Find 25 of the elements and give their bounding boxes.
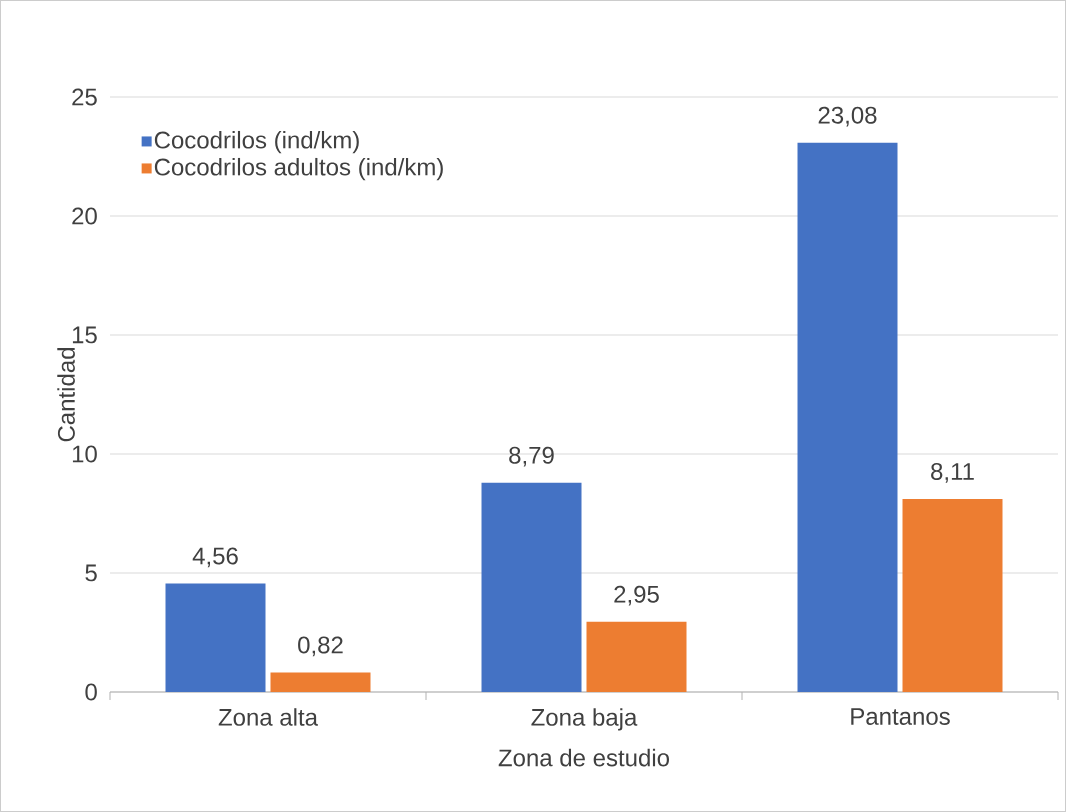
data-label: 23,08: [818, 106, 877, 127]
bar: [481, 482, 582, 692]
y-tick-label: 20: [72, 207, 97, 225]
data-label: 8,79: [509, 446, 554, 467]
data-label: 8,11: [931, 462, 974, 483]
y-tick-label: 15: [72, 326, 97, 344]
y-tick-label: 25: [72, 88, 97, 106]
y-tick-label: 0: [85, 683, 97, 701]
x-tick-label: Pantanos: [851, 708, 950, 725]
data-label: 0,82: [298, 636, 343, 657]
bar: [902, 498, 1003, 692]
bar: [586, 621, 687, 692]
y-tick-label: 5: [85, 564, 97, 582]
data-label: 4,56: [192, 547, 238, 568]
x-tick-label: Zona baja: [531, 708, 638, 731]
legend-label: Cocodrilos adultos (ind/km): [154, 157, 443, 181]
y-tick-label: 10: [72, 445, 97, 463]
bar: [270, 672, 371, 692]
y-axis-title: Cantidad: [57, 348, 75, 442]
x-tick-label: Zona alta: [218, 708, 318, 726]
bar: [797, 142, 898, 692]
bar: [165, 583, 266, 692]
data-label: 2,95: [614, 585, 659, 606]
x-axis-title: Zona de estudio: [498, 748, 670, 767]
legend-label: Cocodrilos (ind/km): [154, 130, 359, 154]
